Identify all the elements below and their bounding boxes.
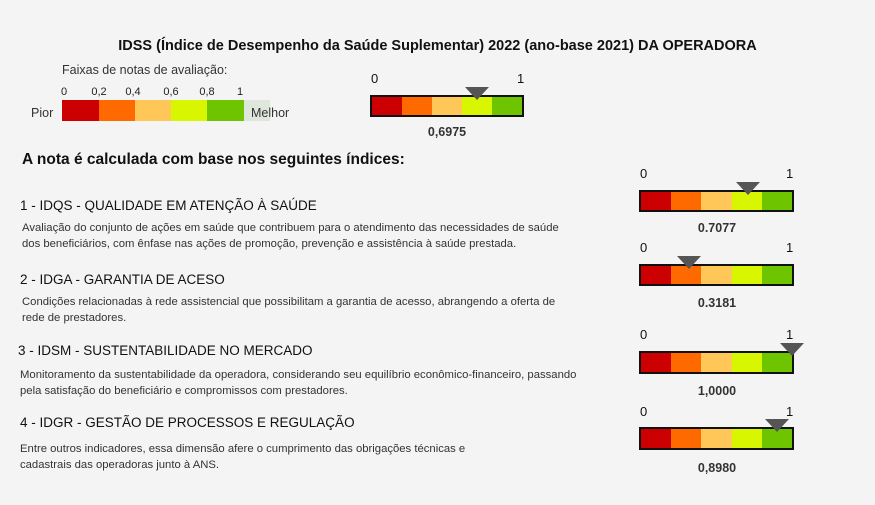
gauge-segment (761, 266, 793, 284)
indicator-description-idsm: Monitoramento da sustentabilidade da ope… (20, 367, 576, 399)
legend-tick: 0,6 (163, 86, 179, 98)
idga-gauge-bar (639, 264, 794, 286)
overall-score-marker-icon (464, 87, 489, 100)
legend-tick: 0,8 (199, 86, 215, 98)
gauge-segment (462, 97, 492, 115)
indicator-title-idqs: 1 - IDQS - QUALIDADE EM ATENÇÃO À SAÚDE (20, 198, 317, 213)
description-line: Entre outros indicadores, essa dimensão … (20, 443, 466, 455)
idqs-max-label: 1 (786, 166, 794, 181)
gauge-segment (641, 266, 672, 284)
description-line: cadastrais das operadoras junto à ANS. (20, 459, 220, 471)
idsm-score-marker-icon (780, 343, 804, 356)
legend-segment (207, 100, 244, 121)
idga-score: 0.3181 (697, 296, 737, 310)
gauge-segment (671, 429, 702, 448)
idqs-score-marker-icon (735, 182, 760, 195)
section-heading: A nota é calculada com base nos seguinte… (22, 151, 405, 168)
description-line: dos beneficiários, com ênfase nas ações … (22, 238, 517, 250)
idga-min-label: 0 (640, 240, 648, 255)
legend-segment-tail (244, 100, 270, 121)
indicator-description-idga: Condições relacionadas à rede assistenci… (22, 294, 555, 326)
gauge-segment (671, 266, 702, 284)
indicator-description-idqs: Avaliação do conjunto de ações em saúde … (22, 220, 559, 252)
indicator-title-idga: 2 - IDGA - GARANTIA DE ACESO (20, 272, 225, 287)
gauge-segment (731, 266, 762, 284)
legend-tick: 1 (236, 86, 244, 98)
idgr-max-label: 1 (786, 404, 794, 419)
gauge-segment (701, 353, 732, 372)
gauge-segment (731, 192, 762, 210)
gauge-segment (402, 97, 432, 115)
gauge-segment (372, 97, 402, 115)
legend-tick: 0,4 (125, 86, 141, 98)
gauge-segment (701, 266, 732, 284)
idsm-gauge-bar (639, 351, 794, 374)
indicator-description-idgr: Entre outros indicadores, essa dimensão … (20, 441, 465, 473)
idga-max-label: 1 (786, 240, 794, 255)
description-line: Monitoramento da sustentabilidade da ope… (20, 369, 577, 381)
gauge-segment (761, 192, 793, 210)
idqs-min-label: 0 (640, 166, 648, 181)
idga-score-marker-icon (677, 256, 702, 269)
idsm-max-label: 1 (786, 327, 794, 342)
legend-segment (171, 100, 207, 121)
legend-segment (99, 100, 135, 121)
idgr-gauge-bar (639, 427, 794, 450)
gauge-segment (701, 429, 732, 448)
legend-color-scale (62, 100, 270, 121)
gauge-segment (731, 353, 762, 372)
gauge-segment (671, 192, 702, 210)
gauge-segment (761, 429, 793, 448)
idgr-score-marker-icon (764, 419, 789, 432)
indicator-title-idgr: 4 - IDGR - GESTÃO DE PROCESSOS E REGULAÇ… (20, 415, 355, 430)
idqs-score: 0.7077 (697, 221, 737, 235)
overall-max-label: 1 (517, 71, 525, 86)
gauge-segment (432, 97, 462, 115)
page-title: IDSS (Índice de Desempenho da Saúde Supl… (118, 38, 757, 54)
legend-segment (135, 100, 171, 121)
gauge-segment (761, 353, 793, 372)
description-line: pela satisfação do beneficiário e compro… (20, 385, 348, 397)
worst-label: Pior (31, 106, 54, 120)
idqs-gauge-bar (639, 190, 794, 212)
overall-min-label: 0 (371, 71, 379, 86)
gauge-segment (731, 429, 762, 448)
gauge-segment (641, 353, 672, 372)
legend-tick: 0,2 (91, 86, 107, 98)
idsm-score: 1,0000 (697, 384, 737, 398)
best-label: Melhor (251, 106, 290, 120)
gauge-segment (641, 429, 672, 448)
description-line: Avaliação do conjunto de ações em saúde … (22, 222, 559, 234)
gauge-segment (701, 192, 732, 210)
description-line: rede de prestadores. (22, 312, 127, 324)
gauge-segment (671, 353, 702, 372)
gauge-segment (641, 192, 672, 210)
overall-gauge-bar (370, 95, 524, 117)
indicator-title-idsm: 3 - IDSM - SUSTENTABILIDADE NO MERCADO (18, 343, 313, 358)
legend-segment (62, 100, 99, 121)
gauge-segment (492, 97, 522, 115)
overall-score: 0,6975 (427, 125, 467, 139)
legend-caption: Faixas de notas de avaliação: (62, 63, 228, 77)
idsm-min-label: 0 (640, 327, 648, 342)
idgr-min-label: 0 (640, 404, 648, 419)
description-line: Condições relacionadas à rede assistenci… (22, 296, 556, 308)
idgr-score: 0,8980 (697, 461, 737, 475)
legend-tick: 0 (60, 86, 68, 98)
